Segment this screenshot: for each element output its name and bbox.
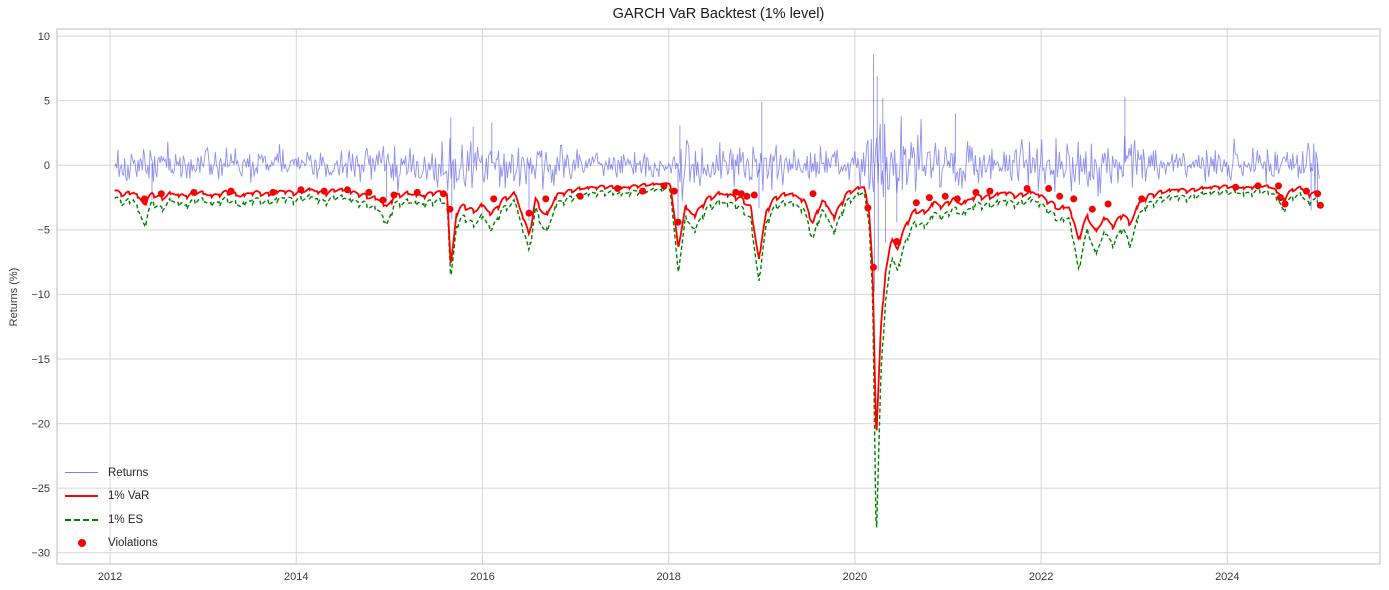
violation-dot	[542, 195, 550, 203]
y-tick-label: 0	[44, 160, 50, 172]
violation-dot	[439, 190, 447, 198]
legend-item-var: 1% VaR	[65, 485, 158, 509]
y-tick-label: −15	[31, 354, 50, 366]
y-tick-label: −5	[37, 225, 50, 237]
violation-dot	[490, 195, 498, 203]
violation-dots	[141, 182, 1324, 271]
legend-item-returns: Returns	[65, 461, 158, 485]
violation-dot	[227, 187, 235, 195]
violation-dot	[941, 192, 949, 200]
violation-dot	[1254, 182, 1262, 190]
violation-dot	[365, 188, 373, 196]
y-tick-label: 5	[44, 95, 50, 107]
plot-background	[57, 29, 1380, 564]
y-tick-label: −10	[31, 289, 50, 301]
violation-dot	[1023, 185, 1031, 192]
violation-dot	[986, 187, 994, 195]
violation-dot	[1232, 183, 1240, 191]
violation-dot	[157, 190, 165, 198]
violation-dot	[1302, 187, 1310, 195]
violation-dot	[614, 185, 621, 192]
violation-dot	[141, 195, 148, 203]
violation-dot	[390, 191, 398, 199]
violation-dot	[743, 192, 751, 200]
y-tick-label: −20	[31, 418, 50, 430]
violation-dot	[750, 191, 758, 199]
returns-line	[114, 116, 1320, 201]
violation-dot	[1281, 200, 1289, 208]
violation-dot	[674, 218, 682, 226]
legend-item-es: 1% ES	[65, 508, 158, 532]
y-tick-label: 10	[38, 31, 50, 43]
violation-dot	[1104, 200, 1112, 208]
legend: Returns 1% VaR 1% ES Violations	[65, 461, 158, 555]
x-tick-label: 2022	[1029, 571, 1053, 583]
violation-dot	[953, 195, 961, 203]
violation-dot-icon	[65, 539, 98, 548]
violation-dot	[1056, 192, 1064, 200]
violation-dot	[925, 194, 933, 202]
tick-labels: 2012 2014 2016 2018 2020 2022 2024 10 5 0 −5 −10 −15…	[31, 31, 1239, 583]
violation-dot	[912, 199, 920, 207]
violation-dot	[864, 204, 872, 212]
violation-dot	[737, 190, 745, 198]
legend-label: Violations	[108, 537, 158, 550]
returns-line-icon	[65, 472, 98, 474]
violation-dot	[870, 263, 877, 271]
returns-spikes	[151, 54, 1319, 292]
x-tick-label: 2018	[656, 571, 680, 583]
y-tick-label: −30	[31, 548, 50, 560]
x-tick-label: 2016	[470, 571, 494, 583]
es-line	[114, 187, 1321, 528]
var-line	[114, 182, 1321, 431]
violation-dot	[269, 188, 277, 196]
violation-dot	[1314, 190, 1322, 198]
violation-dot	[1088, 205, 1096, 213]
violation-dot	[1275, 182, 1282, 190]
x-tick-label: 2014	[284, 571, 308, 583]
x-tick-label: 2012	[98, 571, 122, 583]
violation-dot	[297, 186, 305, 194]
violation-dot	[413, 188, 421, 196]
legend-item-violations: Violations	[65, 532, 158, 556]
legend-label: Returns	[108, 466, 149, 479]
violation-dot	[576, 192, 584, 200]
violation-dot	[1045, 185, 1053, 192]
plot-border	[56, 28, 1381, 565]
violation-dot	[379, 196, 387, 204]
violation-dot	[190, 188, 198, 196]
chart-title: GARCH VaR Backtest (1% level)	[612, 6, 825, 22]
x-tick-label: 2024	[1215, 571, 1239, 583]
var-line-icon	[65, 495, 98, 498]
violation-dot	[732, 188, 740, 196]
es-dashed-line-icon	[65, 518, 98, 521]
violation-dot	[525, 209, 533, 217]
violation-dot	[809, 190, 817, 198]
violation-dot	[1316, 201, 1324, 209]
legend-label: 1% ES	[108, 513, 144, 526]
violation-dot	[1138, 195, 1146, 203]
y-tick-label: −25	[31, 483, 50, 495]
violation-dot	[446, 205, 454, 213]
violation-dot	[344, 186, 351, 194]
violation-dot	[320, 187, 328, 195]
violation-dot	[660, 182, 668, 190]
x-tick-label: 2020	[843, 571, 867, 583]
violation-dot	[670, 187, 678, 195]
violation-dot	[893, 238, 901, 245]
violation-dot	[972, 188, 980, 196]
violation-dot	[1276, 194, 1284, 202]
legend-label: 1% VaR	[108, 490, 150, 503]
violation-dot	[1070, 195, 1078, 203]
violation-dot	[639, 187, 647, 195]
